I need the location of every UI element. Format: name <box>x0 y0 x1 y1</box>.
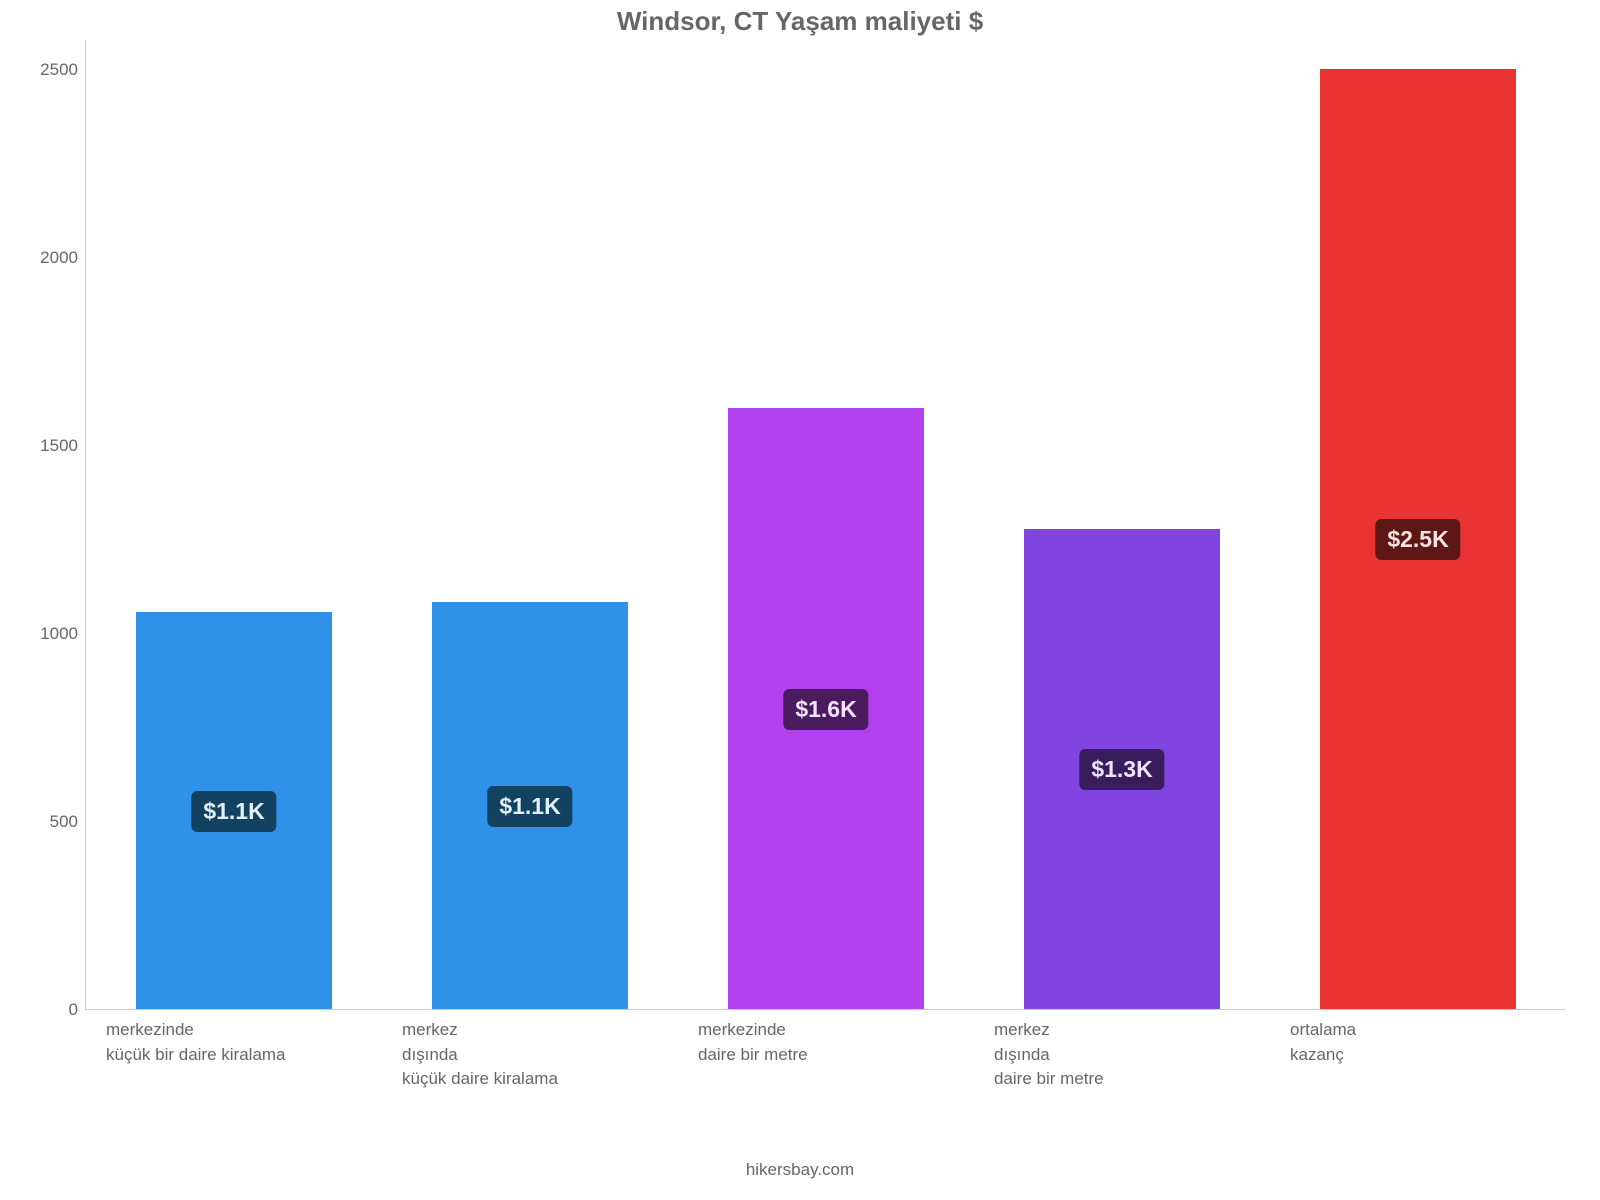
bar-badge-1: $1.1K <box>487 786 572 827</box>
chart-title: Windsor, CT Yaşam maliyeti $ <box>0 6 1600 37</box>
x-category-4: ortalama kazanç <box>1290 1018 1356 1067</box>
bar-badge-2: $1.6K <box>783 689 868 730</box>
bar-1: $1.1K <box>432 602 628 1009</box>
y-tick-1000: 1000 <box>8 624 78 644</box>
x-category-0: merkezinde küçük bir daire kiralama <box>106 1018 286 1067</box>
bar-badge-4: $2.5K <box>1375 519 1460 560</box>
bar-4: $2.5K <box>1320 69 1516 1009</box>
y-tick-0: 0 <box>8 1000 78 1020</box>
y-tick-2000: 2000 <box>8 248 78 268</box>
chart-credit: hikersbay.com <box>0 1160 1600 1180</box>
plot-area: $1.1K $1.1K $1.6K $1.3K $2.5K <box>85 40 1565 1010</box>
bar-3: $1.3K <box>1024 529 1220 1009</box>
x-category-2: merkezinde daire bir metre <box>698 1018 808 1067</box>
bar-badge-3: $1.3K <box>1079 749 1164 790</box>
bar-2: $1.6K <box>728 408 924 1009</box>
bar-0: $1.1K <box>136 612 332 1009</box>
x-category-3: merkez dışında daire bir metre <box>994 1018 1104 1092</box>
y-tick-500: 500 <box>8 812 78 832</box>
y-tick-1500: 1500 <box>8 436 78 456</box>
x-category-1: merkez dışında küçük daire kiralama <box>402 1018 558 1092</box>
bar-badge-0: $1.1K <box>191 791 276 832</box>
y-tick-2500: 2500 <box>8 60 78 80</box>
cost-of-living-chart: Windsor, CT Yaşam maliyeti $ 0 500 1000 … <box>0 0 1600 1200</box>
